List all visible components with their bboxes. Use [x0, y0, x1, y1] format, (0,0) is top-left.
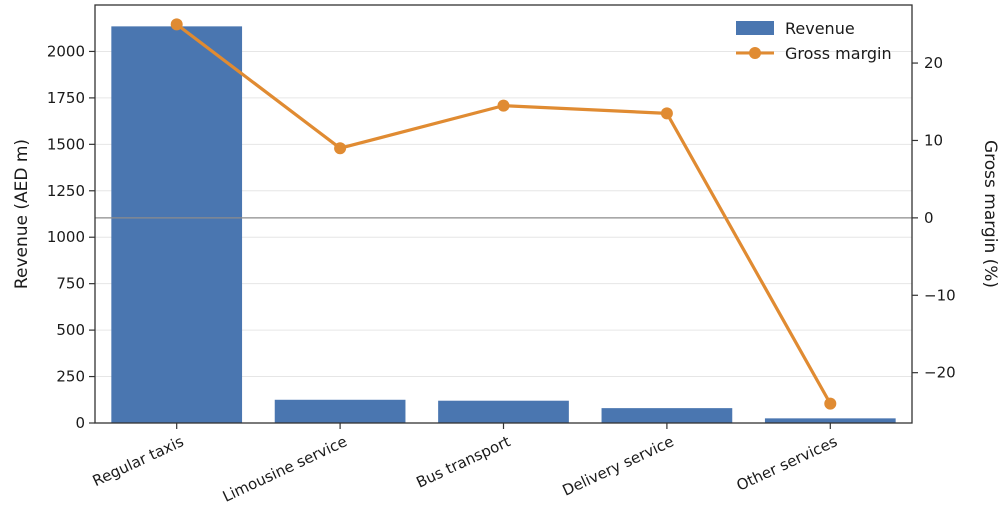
x-tick-label-bus-transport: Bus transport: [413, 432, 513, 491]
gross-margin-series: [170, 18, 837, 410]
bar-delivery-service: [601, 408, 733, 423]
right-tick-label: −20: [924, 364, 956, 382]
legend-gross-margin-marker: [749, 47, 761, 59]
bar-other-services: [764, 418, 896, 423]
y2-axis-title: Gross margin (%): [980, 140, 1000, 288]
left-tick-label: 1250: [47, 182, 85, 200]
right-tick-label: 10: [924, 131, 943, 149]
gross-margin-point-other-services: [824, 397, 837, 410]
left-tick-label: 500: [56, 321, 85, 339]
revenue-bars: [111, 26, 896, 424]
gross-margin-point-delivery-service: [660, 107, 673, 120]
legend-gross-margin-label: Gross margin: [785, 44, 892, 63]
right-axis-ticks: −20 −10 0 10 20: [912, 54, 956, 382]
legend-revenue-swatch: [736, 21, 774, 35]
bar-regular-taxis: [111, 26, 243, 424]
left-tick-label: 2000: [47, 42, 85, 60]
bar-bus-transport: [438, 400, 569, 423]
left-tick-label: 750: [56, 275, 85, 293]
gross-margin-point-regular-taxis: [170, 18, 183, 31]
x-tick-label-delivery-service: Delivery service: [560, 432, 677, 499]
right-tick-label: −10: [924, 286, 956, 304]
x-tick-label-regular-taxis: Regular taxis: [90, 432, 187, 490]
left-tick-label: 0: [75, 414, 85, 432]
bar-limousine-service: [274, 399, 406, 423]
x-axis-ticks: Regular taxis Limousine service Bus transp…: [90, 423, 840, 506]
left-tick-label: 250: [56, 368, 85, 386]
left-tick-label: 1750: [47, 89, 85, 107]
right-tick-label: 0: [924, 209, 934, 227]
left-tick-label: 1000: [47, 228, 85, 246]
y-axis-title: Revenue (AED m): [12, 139, 32, 289]
gross-margin-point-limousine-service: [334, 142, 347, 155]
right-tick-label: 20: [924, 54, 943, 72]
legend: Revenue Gross margin: [736, 19, 892, 63]
gross-margin-point-bus-transport: [497, 99, 510, 112]
x-tick-label-other-services: Other services: [734, 432, 840, 494]
left-axis-ticks: 0 250 500 750 1000 1250 1500 1750 2000: [47, 42, 95, 432]
legend-revenue-label: Revenue: [785, 19, 855, 38]
left-tick-label: 1500: [47, 135, 85, 153]
x-tick-label-limousine-service: Limousine service: [220, 432, 350, 505]
gross-margin-line: [175, 23, 832, 405]
